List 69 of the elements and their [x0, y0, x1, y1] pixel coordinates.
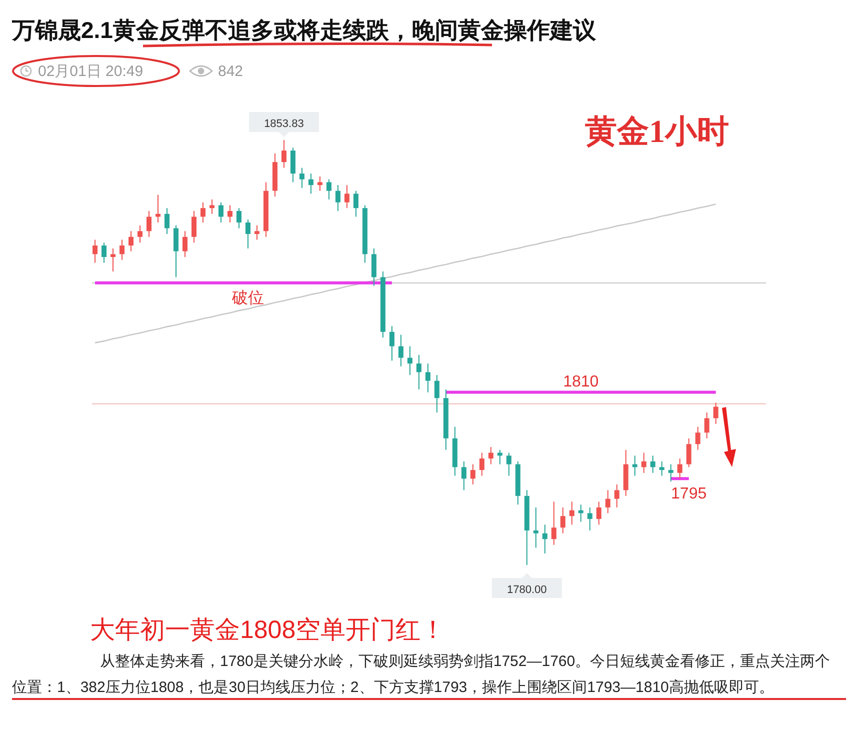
series-label: 1810 — [563, 373, 599, 390]
candlestick — [335, 184, 340, 212]
annotation: 1780.00 — [506, 584, 547, 596]
candlestick — [290, 147, 296, 183]
annotation: 黄金1小时 — [585, 113, 729, 149]
candlestick — [317, 176, 322, 192]
candlestick — [398, 334, 404, 367]
candlestick — [138, 224, 143, 244]
candlestick — [686, 438, 692, 468]
text: 大年初一黄金1808空单开门红！ — [90, 616, 446, 644]
candlestick — [120, 239, 125, 260]
candlestick — [479, 452, 484, 476]
candlestick — [344, 184, 350, 209]
candlestick — [704, 412, 710, 439]
candlestick — [560, 506, 566, 534]
candlestick — [659, 460, 664, 476]
candlestick — [308, 173, 314, 194]
text: 842 — [218, 63, 244, 80]
candlestick — [164, 208, 170, 235]
candlestick — [605, 490, 610, 514]
candlestick — [569, 501, 574, 526]
candlestick — [614, 484, 620, 508]
candlestick — [650, 455, 656, 474]
candlestick — [461, 460, 466, 491]
candlestick — [245, 219, 250, 249]
annotation: 1853.83 — [264, 118, 304, 130]
candlestick — [326, 178, 332, 200]
candlestick — [92, 239, 98, 264]
candlestick — [236, 208, 242, 229]
candlestick — [407, 346, 412, 376]
candlestick — [182, 230, 188, 258]
candlestick — [200, 202, 206, 223]
candlestick — [353, 190, 358, 218]
candlestick — [110, 248, 116, 272]
candlestick — [596, 501, 602, 526]
candlestick — [173, 224, 178, 278]
text: 02月01日 20:49 — [38, 63, 144, 80]
candlestick — [551, 501, 556, 546]
series-label: 1795 — [671, 486, 707, 503]
series-label: 破位 — [230, 288, 264, 307]
candlestick — [542, 524, 548, 554]
candlestick — [389, 326, 394, 362]
candlestick — [191, 210, 196, 244]
candlestick — [677, 458, 682, 480]
candlestick — [102, 242, 107, 264]
candlestick — [713, 402, 718, 424]
candlestick — [209, 198, 214, 214]
candlestick — [488, 446, 494, 465]
candlestick — [254, 224, 260, 240]
candlestick — [425, 363, 430, 393]
candlestick — [506, 452, 512, 476]
candlestick — [497, 449, 502, 465]
candlestick — [146, 210, 152, 238]
chart-title: 万锦晟2.1黄金反弹不追多或将走续跌，晚间黄金操作建议 — [11, 17, 597, 43]
candlestick — [128, 230, 134, 252]
candlestick — [695, 426, 700, 450]
candlestick — [371, 248, 376, 286]
candlestick — [641, 452, 646, 474]
text: 从整体走势来看，1780是关键分水岭，下破则延续弱势剑指1752—1760。今日短线黄金看修正，重点关注两个位置：1、382压力位1808，也是30日均线压力位；2、下方支撑1793，操作上围绕区间1793—1810高抛低吸即可。 — [12, 653, 830, 696]
candlestick — [587, 506, 592, 531]
candlestick — [218, 202, 224, 223]
candlestick — [668, 464, 674, 482]
candlestick — [533, 506, 538, 548]
candlestick — [299, 167, 304, 188]
candlestick — [470, 464, 476, 485]
candlestick — [227, 204, 232, 223]
candlestick — [281, 140, 286, 168]
candlestick — [416, 354, 422, 390]
candlestick — [434, 374, 440, 413]
